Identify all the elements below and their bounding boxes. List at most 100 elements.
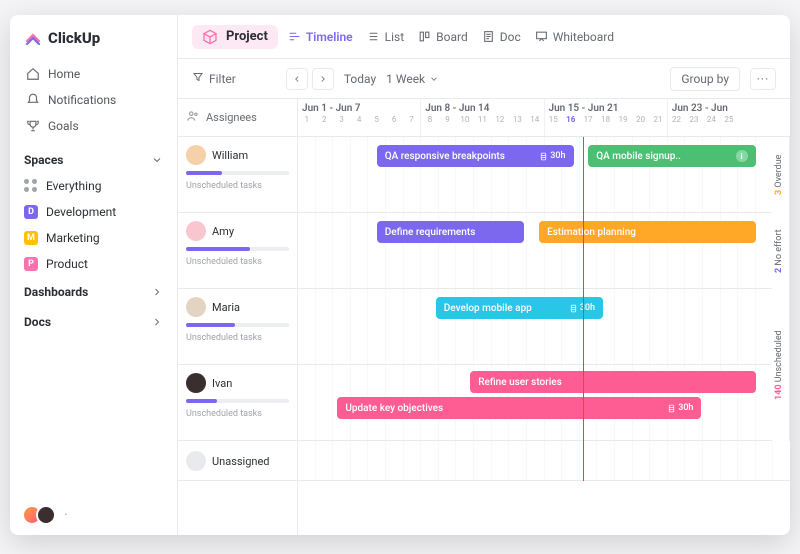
assignees-header[interactable]: Assignees bbox=[178, 99, 297, 137]
dots-icon: ··· bbox=[757, 72, 769, 86]
day-label: 22 bbox=[668, 115, 685, 124]
tab-whiteboard[interactable]: Whiteboard bbox=[535, 30, 614, 44]
assignee-cell[interactable]: Unassigned bbox=[178, 441, 297, 481]
space-item[interactable]: MMarketing bbox=[10, 225, 177, 251]
week-label: Jun 23 - Jun bbox=[668, 99, 790, 115]
nav-primary: Home Notifications Goals bbox=[10, 57, 177, 143]
user-avatar-stack[interactable] bbox=[22, 505, 56, 525]
nav-goals[interactable]: Goals bbox=[18, 113, 169, 139]
avatar bbox=[186, 145, 206, 165]
space-everything[interactable]: Everything bbox=[10, 173, 177, 199]
today-button[interactable]: Today bbox=[344, 72, 376, 86]
nav-home-label: Home bbox=[48, 67, 80, 81]
timeline-body[interactable]: QA responsive breakpoints30hQA mobile si… bbox=[298, 137, 790, 481]
day-label: 25 bbox=[720, 115, 737, 124]
range-selector[interactable]: 1 Week bbox=[386, 72, 439, 86]
assignee-cell[interactable]: Ivan Unscheduled tasks bbox=[178, 365, 297, 441]
tab-list[interactable]: List bbox=[367, 30, 405, 44]
day-label: 5 bbox=[368, 115, 385, 124]
board-icon bbox=[418, 30, 431, 43]
section-dashboards[interactable]: Dashboards bbox=[10, 277, 177, 307]
day-label: 11 bbox=[474, 115, 491, 124]
week-label: Jun 1 - Jun 7 bbox=[298, 99, 420, 115]
unscheduled-label: Unscheduled tasks bbox=[186, 409, 289, 419]
section-docs-label: Docs bbox=[24, 315, 51, 329]
groupby-button[interactable]: Group by bbox=[670, 67, 740, 91]
brand-logo[interactable]: ClickUp bbox=[10, 15, 177, 57]
sidebar-footer: · bbox=[10, 495, 177, 535]
timeline-row: Develop mobile app30h bbox=[298, 289, 790, 365]
nav-notifications[interactable]: Notifications bbox=[18, 87, 169, 113]
task-bar[interactable]: Define requirements bbox=[377, 221, 525, 243]
timeline-row: QA responsive breakpoints30h QA mobile si… bbox=[298, 137, 790, 213]
task-bar[interactable]: Update key objectives30h bbox=[337, 397, 701, 419]
assignee-cell[interactable]: WilliamUnscheduled tasks bbox=[178, 137, 297, 213]
day-label: 3 bbox=[333, 115, 350, 124]
task-label: QA responsive breakpoints bbox=[385, 151, 505, 162]
sidebar: ClickUp Home Notifications Goals Spaces … bbox=[10, 15, 178, 535]
assignee-cell[interactable]: MariaUnscheduled tasks bbox=[178, 289, 297, 365]
add-user-icon[interactable]: · bbox=[64, 507, 68, 523]
pager-prev[interactable] bbox=[286, 68, 308, 90]
task-label: Estimation planning bbox=[547, 227, 636, 238]
day-label bbox=[773, 115, 790, 124]
info-icon: i bbox=[736, 150, 748, 162]
pager-next[interactable] bbox=[312, 68, 334, 90]
avatar[interactable] bbox=[36, 505, 56, 525]
task-bar[interactable]: QA responsive breakpoints30h bbox=[377, 145, 574, 167]
week-column: Jun 8 - Jun 14891011121314 bbox=[420, 99, 543, 136]
task-label: Refine user stories bbox=[478, 377, 562, 388]
section-docs[interactable]: Docs bbox=[10, 307, 177, 337]
grid-icon bbox=[24, 179, 38, 193]
spaces-header[interactable]: Spaces bbox=[10, 143, 177, 173]
task-label: QA mobile signup.. bbox=[596, 151, 681, 162]
side-summary-item[interactable]: 2 No effort bbox=[772, 213, 790, 289]
tab-whiteboard-label: Whiteboard bbox=[553, 30, 614, 44]
nav-home[interactable]: Home bbox=[18, 61, 169, 87]
task-bar[interactable]: Develop mobile app30h bbox=[436, 297, 603, 319]
unscheduled-label: Unscheduled tasks bbox=[186, 257, 289, 267]
filter-icon bbox=[192, 71, 204, 86]
more-button[interactable]: ··· bbox=[750, 68, 776, 90]
task-bar[interactable]: Estimation planning bbox=[539, 221, 755, 243]
task-bar[interactable]: QA mobile signup.. i bbox=[588, 145, 755, 167]
week-column: Jun 23 - Jun22232425 bbox=[667, 99, 790, 136]
tab-doc[interactable]: Doc bbox=[482, 30, 521, 44]
task-hours: 30h bbox=[569, 303, 595, 313]
nav-notifications-label: Notifications bbox=[48, 93, 116, 107]
space-badge: P bbox=[24, 257, 38, 271]
today-line bbox=[583, 137, 584, 481]
progress-bar bbox=[186, 399, 289, 403]
tab-timeline-label: Timeline bbox=[306, 30, 353, 44]
timeline-row: Define requirements Estimation planning bbox=[298, 213, 790, 289]
tab-board[interactable]: Board bbox=[418, 30, 468, 44]
day-label: 13 bbox=[509, 115, 526, 124]
side-summary-item[interactable]: 3 Overdue bbox=[772, 137, 790, 213]
unscheduled-label: Unscheduled tasks bbox=[186, 333, 289, 343]
tab-timeline[interactable]: Timeline bbox=[288, 30, 353, 44]
tab-doc-label: Doc bbox=[500, 30, 521, 44]
assignee-name: Amy bbox=[212, 225, 234, 238]
groupby-label: Group by bbox=[681, 72, 729, 86]
week-column: Jun 15 - Jun 2115161718192021 bbox=[544, 99, 667, 136]
task-bar[interactable]: Refine user stories bbox=[470, 371, 755, 393]
side-summary-item[interactable]: 140 Unscheduled bbox=[772, 289, 790, 441]
space-item[interactable]: PProduct bbox=[10, 251, 177, 277]
timeline-row: Refine user stories Update key objectives… bbox=[298, 365, 790, 441]
project-selector[interactable]: Project bbox=[192, 25, 278, 49]
project-label: Project bbox=[226, 29, 268, 44]
space-item[interactable]: D Development bbox=[10, 199, 177, 225]
filter-button[interactable]: Filter bbox=[192, 71, 236, 86]
space-badge: D bbox=[24, 205, 38, 219]
avatar bbox=[186, 373, 206, 393]
progress-bar bbox=[186, 323, 289, 327]
day-label: 2 bbox=[315, 115, 332, 124]
assignee-name: Ivan bbox=[212, 377, 232, 390]
space-label: Development bbox=[46, 205, 116, 219]
brand-name: ClickUp bbox=[48, 29, 100, 47]
day-label: 20 bbox=[632, 115, 649, 124]
day-label: 24 bbox=[703, 115, 720, 124]
assignee-cell[interactable]: Amy Unscheduled tasks bbox=[178, 213, 297, 289]
timeline-dates: Jun 1 - Jun 71234567Jun 8 - Jun 14891011… bbox=[298, 99, 790, 137]
nav-goals-label: Goals bbox=[48, 119, 79, 133]
